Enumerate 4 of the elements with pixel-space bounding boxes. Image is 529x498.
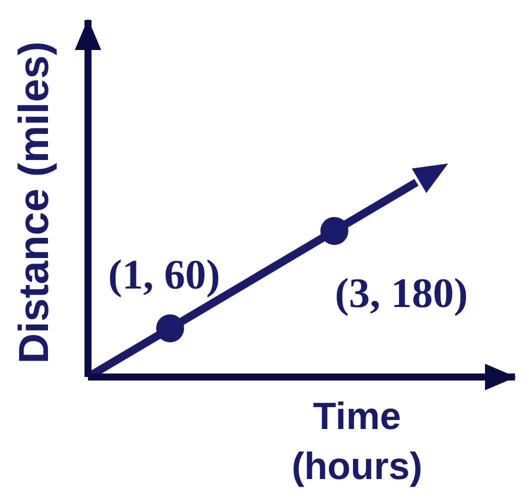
y-axis-title: Distance (miles)	[10, 41, 57, 364]
data-label: (3, 180)	[334, 270, 468, 317]
data-label: (1, 60)	[108, 252, 220, 298]
x-axis-title: Time (hours)	[292, 396, 422, 488]
